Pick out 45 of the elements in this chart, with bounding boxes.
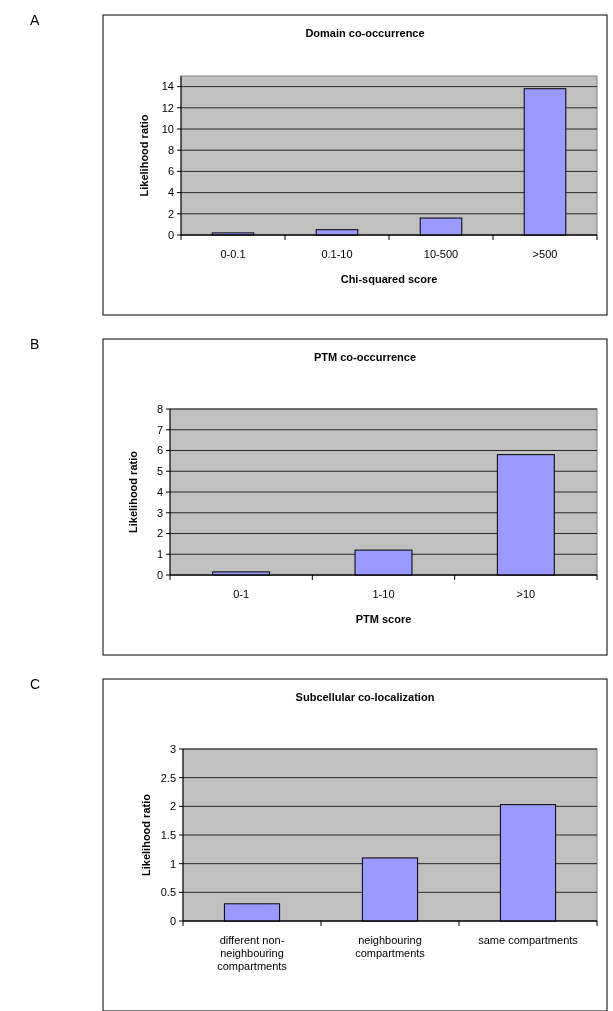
y-axis-title: Likelihood ratio bbox=[138, 114, 150, 197]
x-tick-label: 0.1-10 bbox=[321, 248, 353, 260]
x-tick-label: neighbouring compartments bbox=[355, 934, 426, 959]
y-axis-title: Likelihood ratio bbox=[127, 450, 139, 533]
text: C bbox=[30, 676, 41, 692]
chart-title: Subcellular co-localization bbox=[295, 691, 435, 703]
chart-title: Domain co-occurrence bbox=[305, 27, 425, 39]
text: A bbox=[30, 12, 40, 28]
y-tick-label: 3 bbox=[169, 742, 176, 755]
y-tick-label: 8 bbox=[156, 402, 163, 415]
x-tick-label: >500 bbox=[532, 248, 558, 260]
x-tick-label: 1-10 bbox=[372, 588, 395, 600]
y-tick-label: 5 bbox=[156, 465, 163, 478]
y-tick-label: 6 bbox=[167, 165, 174, 178]
y-tick-label: 7 bbox=[156, 423, 163, 436]
y-tick-label: 1.5 bbox=[160, 828, 176, 841]
y-tick-label: 14 bbox=[161, 80, 174, 93]
y-tick-label: 4 bbox=[167, 186, 174, 199]
x-tick-label: same compartments bbox=[478, 934, 579, 946]
y-tick-label: 1 bbox=[156, 548, 163, 561]
y-tick-label: 12 bbox=[161, 101, 174, 114]
y-tick-label: 3 bbox=[156, 506, 163, 519]
text: B bbox=[30, 336, 40, 352]
y-tick-label: 0 bbox=[169, 914, 176, 927]
x-tick-label: >10 bbox=[516, 588, 536, 600]
x-tick-label: different non-neighbouring compartments bbox=[217, 934, 288, 972]
y-tick-label: 4 bbox=[156, 485, 163, 498]
y-tick-label: 0 bbox=[167, 228, 174, 241]
x-axis-title: Chi-squared score bbox=[340, 273, 438, 285]
y-tick-label: 0.5 bbox=[160, 886, 176, 899]
y-tick-label: 1 bbox=[169, 857, 176, 870]
y-tick-label: 2 bbox=[167, 207, 174, 220]
y-axis-title: Likelihood ratio bbox=[140, 793, 152, 876]
x-tick-label: 0-1 bbox=[233, 588, 250, 600]
y-tick-label: 6 bbox=[156, 444, 163, 457]
y-tick-label: 2 bbox=[169, 800, 176, 813]
x-tick-label: 10-500 bbox=[423, 248, 459, 260]
y-tick-label: 0 bbox=[156, 568, 163, 581]
y-tick-label: 2.5 bbox=[160, 771, 176, 784]
chart-title: PTM co-occurrence bbox=[313, 351, 417, 363]
y-tick-label: 10 bbox=[161, 122, 174, 135]
x-axis-title: PTM score bbox=[355, 613, 412, 625]
y-tick-label: 8 bbox=[167, 144, 174, 157]
x-tick-label: 0-0.1 bbox=[220, 248, 246, 260]
y-tick-label: 2 bbox=[156, 527, 163, 540]
